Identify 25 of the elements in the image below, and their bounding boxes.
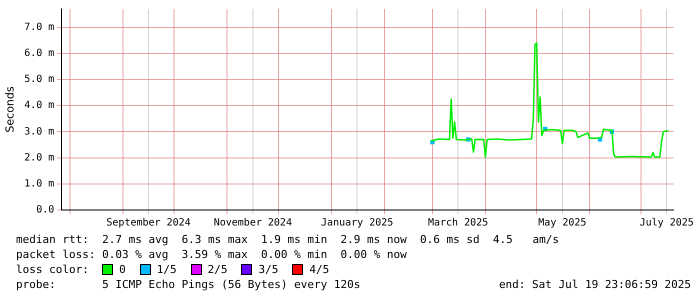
y-tick-label: 7.0 m [24,22,54,33]
x-tick-label: September 2024 [106,218,191,229]
legend-label: 3/5 [258,262,278,277]
text: probe: 5 ICMP Echo Pings (56 Bytes) every 120s [16,277,360,292]
y-tick-label: 1.0 m [24,178,54,190]
x-tick-label: November 2024 [214,218,292,229]
x-tick-label: July 2025 [640,218,694,229]
x-tick-label: January 2025 [321,218,394,229]
y-tick-label: 3.0 m [24,126,54,138]
y-axis-title: Seconds [3,86,16,133]
text: median rtt: 2.7 ms avg 6.3 ms max 1.9 ms min 2.9 ms now 0.6 ms sd 4.5 am/s [16,232,560,247]
legend-title: loss color: [16,262,90,277]
legend-label: 2/5 [208,262,228,277]
legend-label: 0 [119,262,126,277]
x-tick-label: May 2025 [538,218,586,229]
x-tick-label: March 2025 [428,218,488,229]
text: end: Sat Jul 19 23:06:59 2025 [498,277,691,292]
text: packet loss: 0.03 % avg 3.59 % max 0.00 % min 0.00 % now [16,247,408,262]
y-tick-label: 6.0 m [24,48,54,59]
y-tick-label: 0.0 [36,204,54,216]
y-tick-label: 2.0 m [24,152,54,164]
legend-label: 1/5 [156,262,177,277]
legend-label: 4/5 [309,262,330,277]
y-tick-label: 5.0 m [24,74,54,86]
y-tick-label: 4.0 m [24,100,54,112]
